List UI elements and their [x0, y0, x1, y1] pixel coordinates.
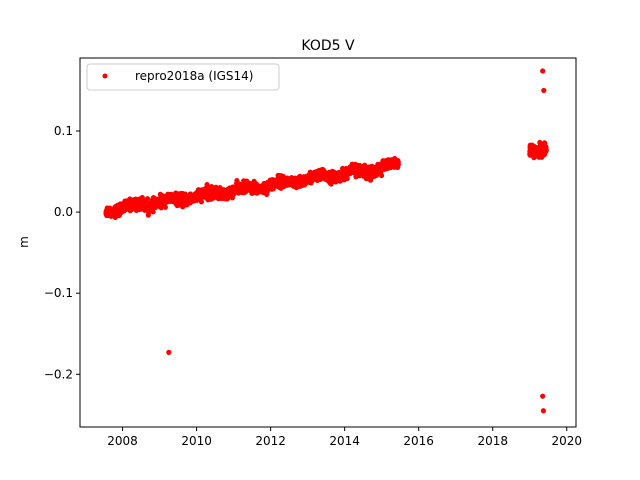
data-point: [158, 205, 164, 211]
data-point: [540, 408, 547, 414]
plot-marks: [103, 68, 549, 414]
y-tick-label: −0.1: [44, 286, 73, 300]
x-tick-label: 2018: [477, 434, 508, 448]
data-point: [395, 159, 401, 165]
data-point: [540, 68, 546, 74]
y-axis-label: m: [17, 236, 31, 248]
data-point: [166, 349, 172, 355]
x-tick-label: 2012: [255, 434, 286, 448]
chart-title: KOD5 V: [301, 38, 355, 54]
x-tick-label: 2014: [329, 434, 360, 448]
data-point: [204, 181, 210, 188]
x-tick-label: 2008: [107, 434, 138, 448]
data-point: [537, 153, 544, 159]
data-point: [198, 199, 204, 205]
x-tick-label: 2010: [181, 434, 212, 448]
data-point: [541, 87, 547, 94]
data-point: [150, 209, 156, 215]
data-point: [543, 146, 549, 152]
plot-frame: [79, 57, 577, 428]
y-tick-label: 0.0: [54, 205, 73, 219]
data-point: [378, 172, 385, 179]
data-point: [537, 147, 543, 153]
data-point: [344, 175, 350, 182]
x-tick-label: 2016: [403, 434, 434, 448]
data-point: [531, 145, 537, 151]
data-point: [162, 204, 168, 210]
y-tick-label: 0.1: [54, 124, 73, 138]
x-tick-label: 2020: [551, 434, 582, 448]
legend-marker: [102, 73, 108, 79]
legend-box: [86, 63, 280, 91]
data-point: [144, 196, 151, 202]
y-axis: −0.2 −0.1 0.0 0.1: [44, 124, 80, 381]
data-point: [540, 393, 546, 399]
data-point: [541, 150, 547, 156]
legend: repro2018a (IGS14): [86, 63, 280, 91]
y-tick-label: −0.2: [44, 367, 73, 381]
data-point: [213, 184, 219, 190]
x-axis: 2008 2010 2012 2014 2016 2018 2020: [107, 427, 582, 448]
legend-label: repro2018a (IGS14): [135, 69, 253, 83]
